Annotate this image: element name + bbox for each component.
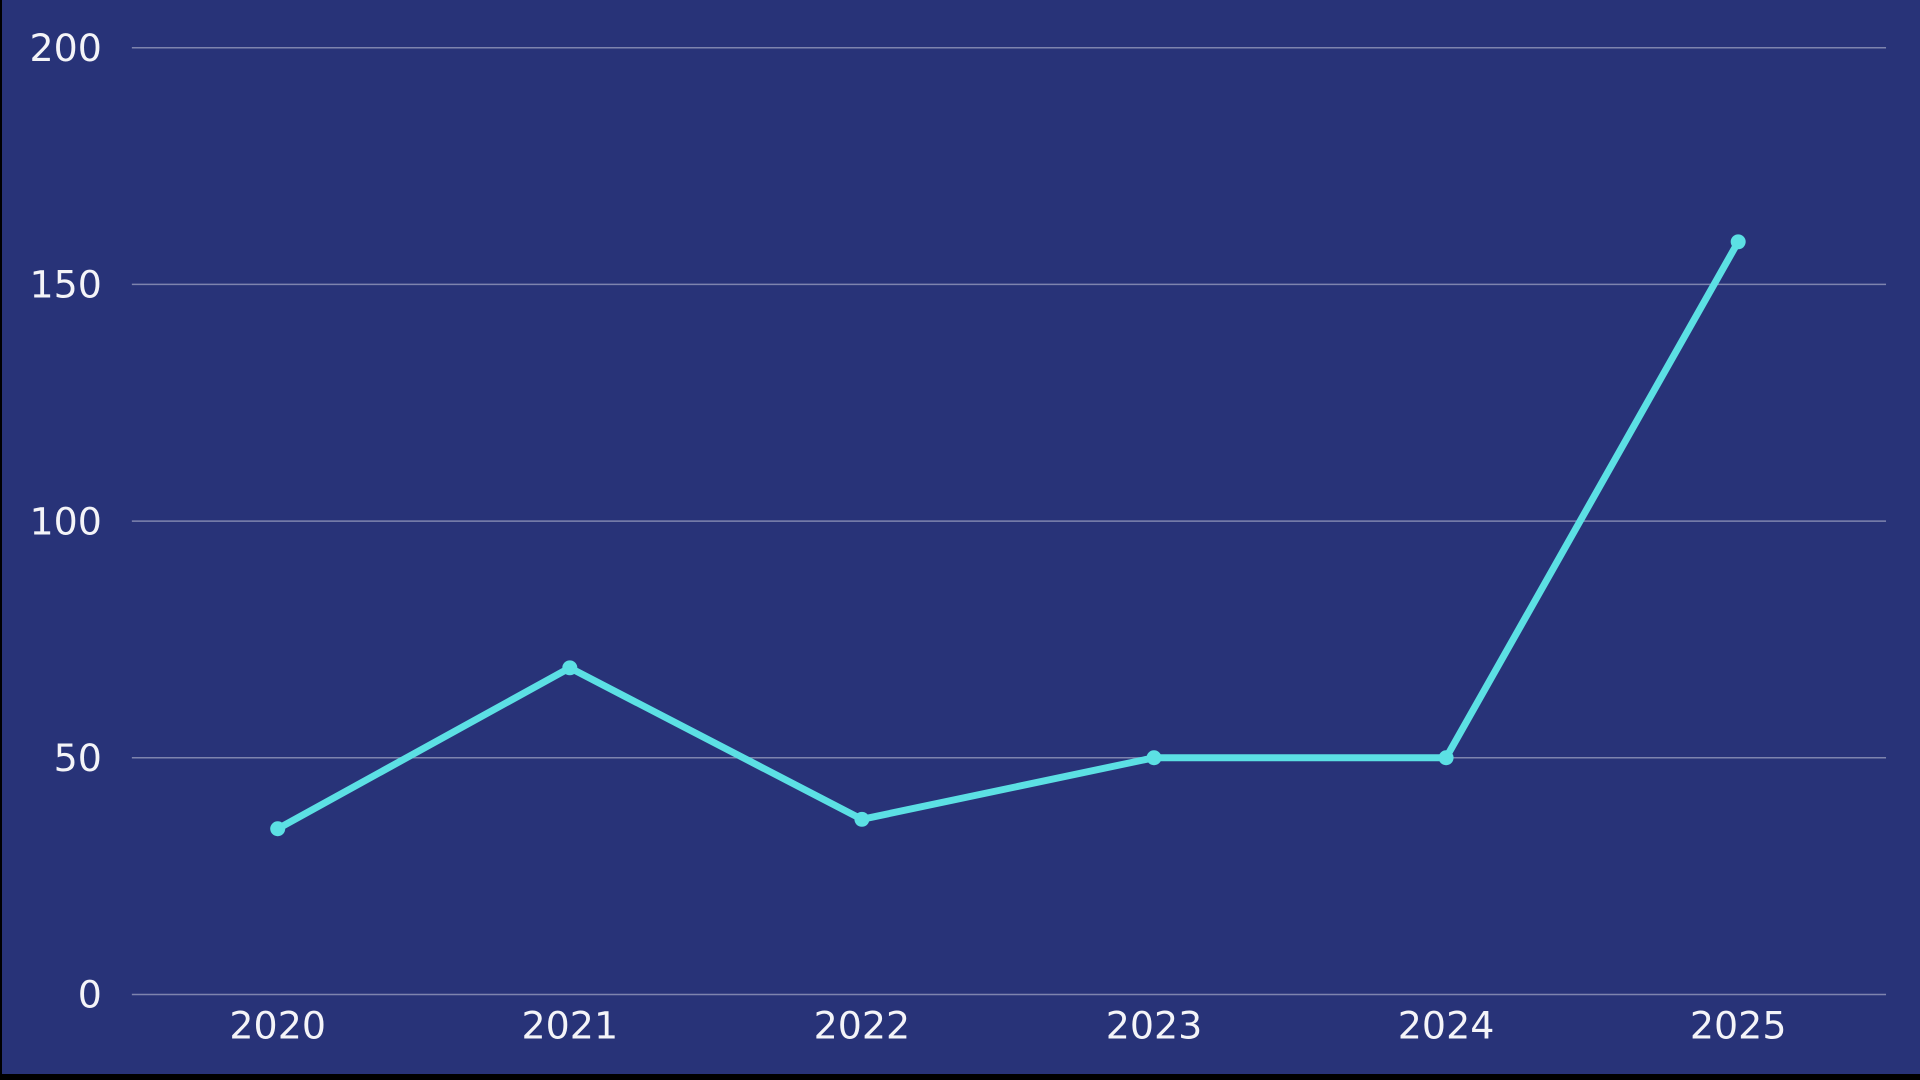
data-point-marker bbox=[562, 660, 578, 676]
data-point-marker bbox=[1438, 750, 1454, 766]
x-tick-label: 2025 bbox=[1690, 1004, 1787, 1048]
x-tick-label: 2022 bbox=[814, 1004, 911, 1048]
y-tick-label: 0 bbox=[78, 973, 102, 1017]
series-line bbox=[274, 238, 1742, 833]
x-tick-label: 2024 bbox=[1398, 1004, 1495, 1048]
x-tick-label: 2023 bbox=[1106, 1004, 1203, 1048]
x-tick-label: 2020 bbox=[229, 1004, 326, 1048]
x-tick-label: 2021 bbox=[522, 1004, 619, 1048]
data-point-marker bbox=[270, 821, 286, 837]
data-point-marker bbox=[1730, 234, 1746, 250]
data-point-marker bbox=[1146, 750, 1162, 766]
y-tick-label: 150 bbox=[29, 263, 101, 307]
y-tick-label: 100 bbox=[29, 499, 101, 543]
y-tick-label: 200 bbox=[29, 26, 101, 70]
y-tick-label: 50 bbox=[54, 736, 102, 780]
data-point-marker bbox=[854, 811, 870, 827]
